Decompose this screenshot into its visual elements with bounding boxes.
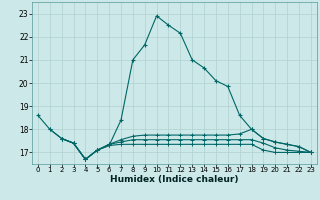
X-axis label: Humidex (Indice chaleur): Humidex (Indice chaleur) bbox=[110, 175, 239, 184]
